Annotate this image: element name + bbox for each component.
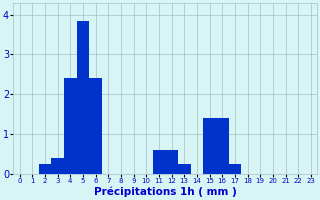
Bar: [64, 78, 76, 174]
Bar: [76, 21, 89, 174]
Bar: [153, 150, 165, 174]
Bar: [228, 164, 241, 174]
Bar: [165, 150, 178, 174]
Bar: [216, 118, 228, 174]
Bar: [203, 118, 216, 174]
Bar: [89, 78, 102, 174]
Bar: [178, 164, 190, 174]
Bar: [51, 158, 64, 174]
Bar: [38, 164, 51, 174]
X-axis label: Précipitations 1h ( mm ): Précipitations 1h ( mm ): [94, 187, 236, 197]
